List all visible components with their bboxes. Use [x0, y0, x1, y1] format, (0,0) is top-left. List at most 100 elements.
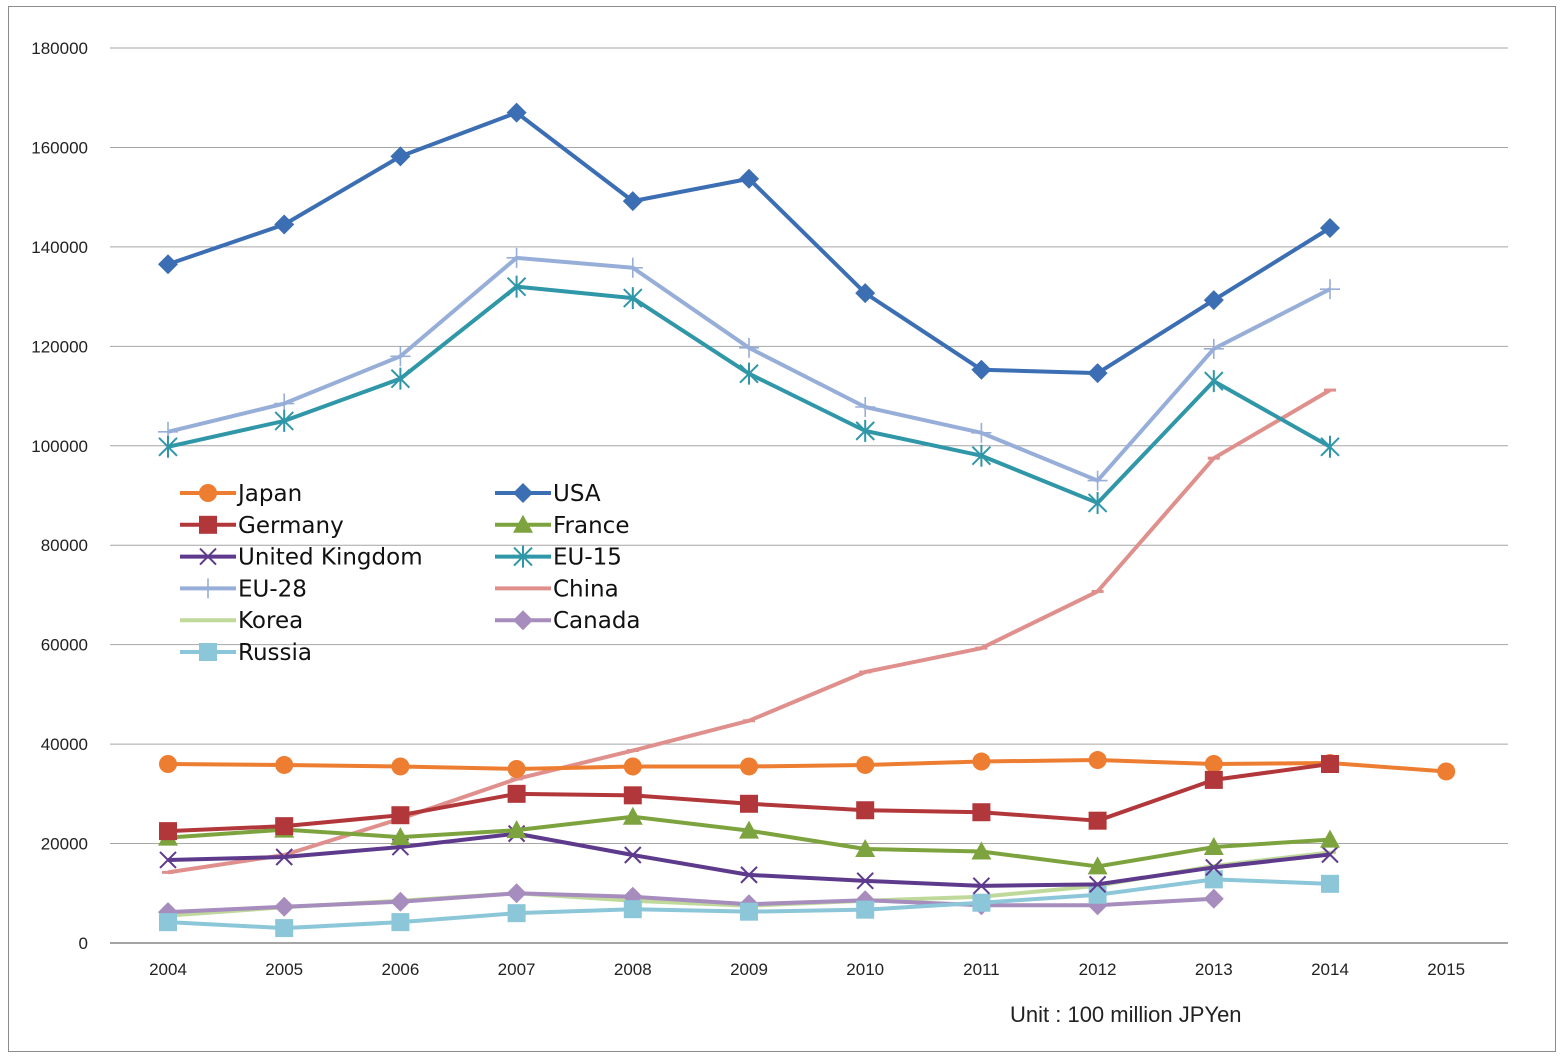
- data-point-russia: [391, 913, 410, 932]
- y-tick-label: 0: [79, 934, 88, 953]
- data-point-eu-28: [1203, 338, 1224, 359]
- data-point-japan: [623, 757, 642, 776]
- x-tick-label: 2010: [846, 960, 884, 979]
- y-tick-label: 40000: [41, 735, 88, 754]
- y-tick-label: 160000: [31, 138, 88, 157]
- legend-marker: [199, 484, 217, 502]
- data-point-canada: [390, 891, 411, 912]
- data-point-canada: [274, 896, 295, 917]
- data-point-japan: [1088, 751, 1107, 770]
- data-point-usa: [622, 191, 643, 212]
- data-point-japan: [1437, 762, 1456, 781]
- legend-label: EU-15: [553, 545, 622, 571]
- data-point-eu-28: [739, 337, 759, 358]
- series-group: [158, 102, 1456, 938]
- data-point-usa: [1320, 217, 1340, 238]
- data-point-usa: [274, 214, 295, 235]
- unit-note: Unit : 100 million JPYen: [1010, 1002, 1242, 1027]
- data-point-eu-15: [1320, 435, 1340, 458]
- data-point-germany: [275, 817, 294, 836]
- data-point-japan: [507, 759, 526, 778]
- data-point-france: [506, 820, 527, 839]
- series-usa: [158, 102, 1340, 384]
- data-point-eu-15: [739, 362, 759, 385]
- y-axis-tick-labels: 0 20000 40000 60000 80000 100000 120000 140000 1…: [31, 39, 88, 953]
- data-point-russia: [275, 919, 294, 938]
- data-point-japan: [1204, 755, 1223, 773]
- data-point-russia: [507, 904, 526, 923]
- data-point-united-kingdom: [1205, 858, 1223, 877]
- y-tick-label: 100000: [31, 437, 88, 456]
- legend-marker: [199, 547, 217, 566]
- legend-label: Russia: [238, 640, 312, 666]
- legend-item-china: China: [495, 576, 619, 602]
- data-point-russia: [1088, 885, 1107, 904]
- series-japan: [159, 751, 1456, 781]
- y-tick-label: 60000: [41, 636, 88, 655]
- data-point-russia: [1204, 870, 1223, 889]
- legend-item-russia: Russia: [180, 640, 312, 666]
- legend-item-usa: USA: [495, 481, 601, 507]
- data-point-usa: [1087, 363, 1108, 384]
- x-tick-label: 2009: [730, 960, 768, 979]
- x-tick-label: 2006: [381, 960, 419, 979]
- data-point-france: [1203, 837, 1224, 856]
- data-point-united-kingdom: [1088, 875, 1107, 894]
- legend-label: Canada: [553, 608, 641, 634]
- data-point-united-kingdom: [159, 851, 177, 869]
- data-point-eu-15: [1204, 370, 1224, 393]
- legend-label: Japan: [236, 481, 302, 507]
- data-point-russia: [856, 900, 875, 919]
- data-point-eu-28: [622, 257, 643, 278]
- legend-item-eu-28: EU-28: [180, 576, 307, 602]
- gridlines: [110, 47, 1508, 944]
- data-point-usa: [158, 254, 178, 275]
- legend-item-germany: Germany: [180, 513, 344, 539]
- data-point-canada: [506, 883, 527, 904]
- x-tick-label: 2013: [1195, 960, 1233, 979]
- data-point-eu-28: [390, 346, 411, 367]
- data-point-germany: [391, 806, 410, 825]
- y-tick-label: 120000: [31, 337, 88, 356]
- data-point-eu-28: [1087, 470, 1108, 491]
- data-point-eu-15: [274, 409, 294, 432]
- data-point-japan: [275, 755, 294, 774]
- legend-marker: [513, 483, 533, 503]
- x-tick-label: 2012: [1079, 960, 1117, 979]
- data-point-france: [1320, 829, 1340, 848]
- legend-label: United Kingdom: [238, 545, 423, 571]
- x-tick-label: 2005: [265, 960, 303, 979]
- legend-item-japan: Japan: [180, 481, 302, 507]
- data-point-eu-15: [971, 444, 992, 467]
- legend-item-korea: Korea: [180, 608, 303, 634]
- data-point-eu-28: [971, 422, 992, 443]
- data-point-france: [1087, 856, 1108, 875]
- data-point-japan: [856, 755, 875, 774]
- series-eu-15: [158, 275, 1340, 514]
- x-tick-label: 2008: [614, 960, 652, 979]
- data-point-usa: [1203, 290, 1224, 311]
- data-point-usa: [971, 359, 992, 380]
- series-line-canada: [167, 891, 1214, 915]
- legend-label: Korea: [238, 608, 303, 634]
- series-line-japan: [167, 758, 1447, 774]
- data-point-united-kingdom: [972, 877, 991, 895]
- data-point-france: [622, 806, 643, 825]
- y-tick-label: 20000: [41, 835, 88, 854]
- data-point-germany: [1088, 811, 1107, 830]
- data-point-eu-15: [506, 275, 527, 298]
- legend-marker: [198, 578, 218, 599]
- legend-label: China: [553, 576, 619, 602]
- legend-label: EU-28: [238, 576, 307, 602]
- data-point-eu-15: [1087, 491, 1108, 514]
- data-point-russia: [972, 893, 991, 912]
- data-point-eu-28: [1320, 279, 1340, 300]
- legend-item-france: France: [495, 513, 629, 539]
- data-point-united-kingdom: [740, 866, 758, 884]
- data-point-united-kingdom: [856, 872, 874, 890]
- data-point-germany: [623, 786, 642, 805]
- data-point-eu-28: [855, 396, 876, 417]
- legend-label: USA: [553, 481, 601, 507]
- series-russia: [159, 870, 1339, 938]
